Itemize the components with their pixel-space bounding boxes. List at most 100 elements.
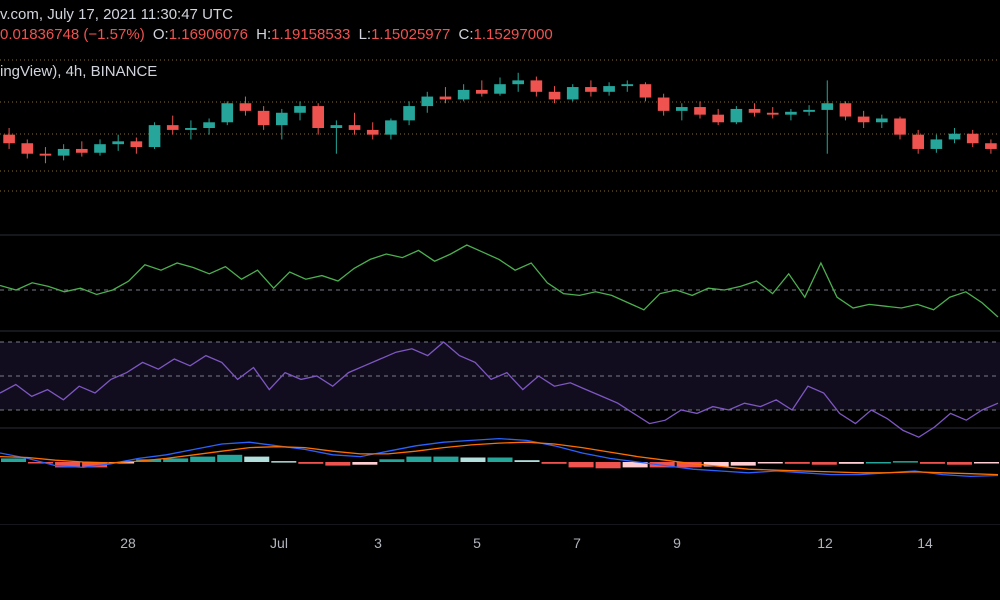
candle-body	[421, 96, 434, 107]
candle-body	[657, 97, 670, 111]
series-info: ingView), 4h, BINANCE	[0, 63, 157, 81]
x-tick-label: 3	[374, 535, 382, 551]
candle-body	[148, 125, 161, 148]
open-label: O:	[152, 26, 169, 43]
candle-body	[930, 139, 943, 149]
cmf-line	[0, 244, 999, 318]
macd-histogram-bar	[352, 462, 378, 465]
candle-body	[694, 107, 706, 115]
candle-body	[57, 148, 70, 156]
low-label: L:	[358, 26, 372, 43]
macd-histogram-bar	[784, 462, 810, 464]
candle-body	[730, 108, 743, 123]
candle-body	[166, 125, 179, 130]
candle-body	[712, 114, 724, 123]
candle-body	[621, 84, 634, 87]
x-tick-label: 7	[573, 535, 581, 551]
candle-body	[985, 143, 997, 149]
candle-body	[94, 144, 106, 153]
rsi-line	[0, 341, 999, 438]
candle-body	[221, 103, 234, 123]
header-title: v.com, July 17, 2021 11:30:47 UTC	[0, 6, 233, 24]
macd-histogram-bar	[406, 456, 432, 462]
candle-body	[112, 141, 124, 145]
candle-body	[294, 106, 306, 113]
candle-body	[457, 89, 470, 100]
candle-body	[130, 141, 143, 148]
macd-histogram-bar	[703, 462, 729, 467]
close-label: C:	[458, 26, 474, 43]
macd-histogram-bar	[946, 462, 972, 465]
candle-body	[603, 86, 615, 92]
candle-body	[203, 122, 215, 128]
rsi-pane	[0, 341, 1000, 438]
macd-histogram-bar	[379, 459, 405, 462]
candle-body	[185, 128, 197, 130]
macd-histogram-bar	[811, 462, 837, 465]
macd-histogram-bar	[325, 462, 351, 466]
macd-histogram-bar	[595, 462, 621, 469]
header-ohlc: 0.01836748 (−1.57%) O:1.16906076 H:1.191…	[0, 26, 553, 44]
candle-body	[839, 103, 852, 117]
macd-histogram-bar	[541, 462, 567, 464]
candle-body	[76, 148, 88, 153]
x-tick-label: Jul	[270, 535, 288, 551]
candle-body	[912, 134, 924, 149]
candle-body	[348, 125, 361, 130]
x-tick-label: 5	[473, 535, 481, 551]
low-value: 1.15025977	[371, 26, 451, 43]
macd-histogram-bar	[28, 462, 54, 464]
high-value: 1.19158533	[271, 26, 351, 43]
time-axis	[0, 525, 1000, 600]
macd-histogram-bar	[163, 458, 189, 462]
candle-body	[494, 84, 506, 94]
macd-histogram-bar	[82, 462, 108, 468]
candle-body	[3, 134, 15, 144]
macd-histogram-bar	[676, 462, 702, 468]
macd-histogram-bar	[757, 462, 783, 464]
series-info-text: ingView), 4h, BINANCE	[0, 63, 158, 80]
candlestick-series	[3, 72, 997, 164]
candle-body	[748, 108, 761, 113]
candle-body	[403, 106, 415, 121]
candle-body	[876, 118, 888, 123]
change-value: 0.01836748 (−1.57%)	[0, 26, 145, 43]
x-tick-label: 14	[917, 535, 933, 551]
x-tick-label: 9	[673, 535, 681, 551]
macd-histogram-bar	[487, 457, 513, 462]
candle-body	[385, 120, 397, 135]
macd-histogram-bar	[217, 454, 243, 462]
candle-body	[803, 109, 815, 112]
high-label: H:	[256, 26, 272, 43]
candle-body	[894, 118, 906, 135]
candle-body	[512, 80, 524, 85]
candle-body	[785, 111, 797, 115]
macd-histogram-bar	[244, 456, 270, 462]
macd-histogram-bar	[730, 462, 756, 466]
candle-body	[257, 110, 270, 126]
macd-line	[0, 437, 999, 478]
x-tick-label: 12	[817, 535, 833, 551]
candle-body	[948, 133, 961, 140]
candle-body	[276, 112, 288, 126]
candle-body	[366, 129, 379, 135]
candle-body	[821, 103, 834, 110]
candle-body	[21, 143, 34, 154]
candle-body	[857, 116, 870, 123]
candle-body	[639, 84, 652, 98]
macd-histogram-bar	[298, 462, 324, 464]
candle-body	[766, 112, 779, 115]
header-source-date: v.com, July 17, 2021 11:30:47 UTC	[0, 6, 233, 23]
candle-body	[966, 133, 979, 144]
macd-histogram-bar	[55, 462, 81, 468]
x-tick-label: 28	[120, 535, 136, 551]
macd-histogram-bar	[568, 462, 594, 468]
price-levels	[0, 59, 1000, 192]
close-value: 1.15297000	[473, 26, 553, 43]
macd-histogram-bar	[865, 462, 891, 464]
macd-signal-line	[0, 441, 999, 476]
macd-histogram-bar	[838, 462, 864, 464]
macd-histogram-bar	[919, 462, 945, 464]
candle-body	[548, 91, 561, 100]
